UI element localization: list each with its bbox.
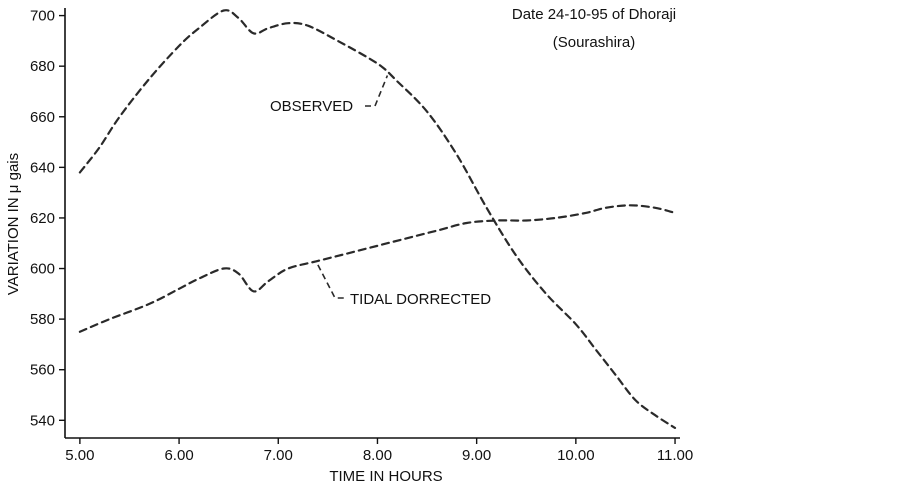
annotation-label: TIDAL DORRECTED <box>350 291 491 308</box>
x-tick-label: 8.00 <box>363 447 392 464</box>
series-line-tidal-dorrected <box>78 204 677 333</box>
annotation-leader-line <box>317 264 345 299</box>
y-tick-label: 680 <box>30 58 55 75</box>
x-tick-label: 7.00 <box>264 447 293 464</box>
x-tick-label: 6.00 <box>164 447 193 464</box>
chart-title: Date 24-10-95 of Dhoraji <box>512 6 676 23</box>
plot-area <box>64 8 680 439</box>
y-tick-label: 580 <box>30 311 55 328</box>
x-tick-label: 11.00 <box>657 447 693 464</box>
annotation-label: OBSERVED <box>270 98 353 115</box>
annotation-leader-line <box>365 75 389 107</box>
series-layer <box>78 9 677 429</box>
x-tick-label: 5.00 <box>65 447 94 464</box>
x-tick-label: 10.00 <box>557 447 595 464</box>
y-tick-label: 540 <box>30 412 55 429</box>
y-tick-label: 560 <box>30 362 55 379</box>
y-axis-title: VARIATION IN μ gais <box>5 153 22 295</box>
y-ticks: 540 560 580 600 620 640 660 680 700 <box>30 8 65 429</box>
y-tick-label: 600 <box>30 261 55 278</box>
y-tick-label: 640 <box>30 159 55 176</box>
y-tick-label: 700 <box>30 8 55 25</box>
x-ticks: 5.00 6.00 7.00 8.00 9.00 10.00 11.00 <box>65 438 693 464</box>
x-tick-label: 9.00 <box>462 447 491 464</box>
x-axis-title: TIME IN HOURS <box>329 468 442 483</box>
y-tick-label: 660 <box>30 109 55 126</box>
y-tick-label: 620 <box>30 210 55 227</box>
chart-subtitle: (Sourashira) <box>553 34 636 51</box>
annotation-layer: OBSERVED TIDAL DORRECTED <box>270 75 491 308</box>
series-line-observed <box>78 9 677 429</box>
